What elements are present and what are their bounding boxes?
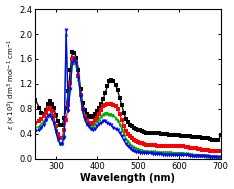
X-axis label: Wavelength (nm): Wavelength (nm) <box>80 174 176 184</box>
Y-axis label: $\varepsilon\ (\times 10^3)\ \mathrm{dm^3\ mol^{-1}\ cm^{-1}}$: $\varepsilon\ (\times 10^3)\ \mathrm{dm^… <box>6 38 18 129</box>
